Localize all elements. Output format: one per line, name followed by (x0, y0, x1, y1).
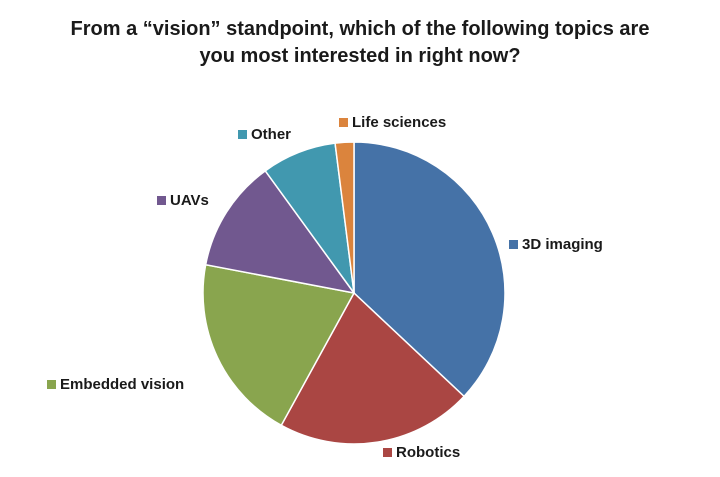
slice-label-3d-imaging: 3D imaging (509, 236, 603, 253)
pie-labels: 3D imaging Robotics Embedded vision UAVs Oth… (47, 114, 603, 461)
slice-label-swatch (509, 240, 518, 249)
pie-slice-uavs (204, 169, 356, 295)
slice-label-robotics: Robotics (383, 444, 460, 461)
slice-label-text: Life sciences (352, 114, 446, 131)
slice-label-text: UAVs (170, 192, 209, 209)
slice-label-embedded-vision: Embedded vision (47, 376, 184, 393)
slice-label-swatch (339, 118, 348, 127)
slice-label-other: Other (238, 126, 291, 143)
pie-slice-robotics (280, 291, 466, 445)
pie-slice-embedded-vision (202, 263, 356, 427)
slice-label-swatch (238, 130, 247, 139)
pie-slice-3d-imaging (353, 141, 506, 398)
slice-label-swatch (47, 380, 56, 389)
slice-label-uavs: UAVs (157, 192, 209, 209)
slice-label-swatch (383, 448, 392, 457)
chart-title-line-1: From a “vision” standpoint, which of the… (70, 18, 650, 40)
pie-slice-life-sciences (334, 141, 355, 294)
slice-label-swatch (157, 196, 166, 205)
chart-title-line-2: you most interested in right now? (199, 45, 521, 67)
slice-label-text: Embedded vision (60, 376, 184, 393)
pie-slices (202, 141, 506, 445)
slice-label-text: 3D imaging (522, 236, 603, 253)
slice-label-life-sciences: Life sciences (339, 114, 446, 131)
chart-title: From a “vision” standpoint, which of the… (0, 16, 720, 70)
slice-label-text: Robotics (396, 444, 460, 461)
slice-label-text: Other (251, 126, 291, 143)
